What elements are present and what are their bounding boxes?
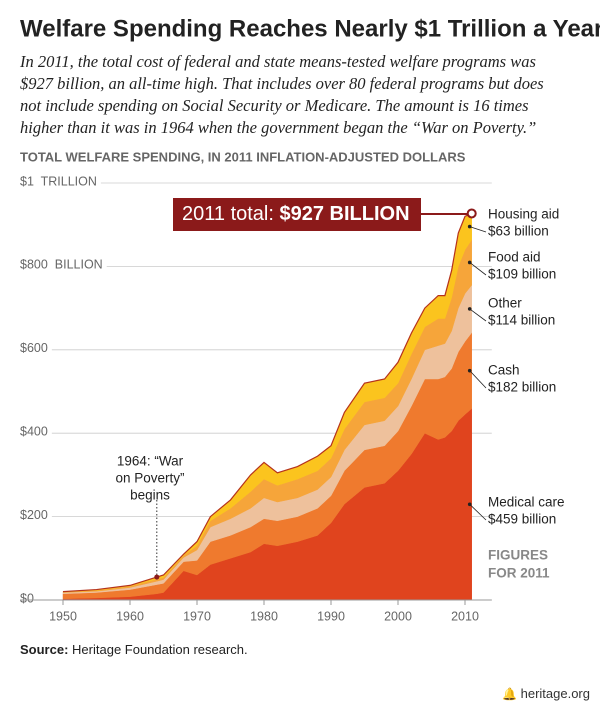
x-tick-label: 2010 xyxy=(451,609,479,623)
x-tick-label: 1970 xyxy=(183,609,211,623)
label-backdrop xyxy=(18,424,52,439)
x-tick-label: 1990 xyxy=(317,609,345,623)
total-value: $927 BILLION xyxy=(280,203,410,225)
endpoint xyxy=(466,208,477,219)
source-text: Heritage Foundation research. xyxy=(72,642,248,657)
total-label: 2011 total: xyxy=(182,203,274,225)
y-tick-label: $800 BILLION xyxy=(20,258,103,272)
label-backdrop xyxy=(18,591,38,606)
legend-value: $63 billion xyxy=(488,224,549,239)
x-tick-label: 1960 xyxy=(116,609,144,623)
source-label: Source: xyxy=(20,642,69,657)
legend-name: Medical care xyxy=(488,495,565,510)
legend-value: $459 billion xyxy=(488,512,556,527)
site: 🔔 heritage.org xyxy=(502,686,590,701)
total-annotation: 2011 total: $927 BILLION xyxy=(182,203,410,225)
legend-value: $109 billion xyxy=(488,267,556,282)
legend-name: Food aid xyxy=(488,250,541,265)
legend-name: Cash xyxy=(488,363,520,378)
label-backdrop xyxy=(18,507,52,522)
label-backdrop xyxy=(18,257,107,272)
axis-title: TOTAL WELFARE SPENDING, IN 2011 INFLATIO… xyxy=(20,149,466,164)
y-tick-label: $600 xyxy=(20,341,48,355)
legend-name: Housing aid xyxy=(488,207,559,222)
site-name: heritage.org xyxy=(520,686,590,701)
figures-note: FOR 2011 xyxy=(488,566,550,581)
label-leader xyxy=(469,504,487,521)
annotation: 1964: “War xyxy=(117,454,184,469)
x-tick-label: 2000 xyxy=(384,609,412,623)
subtitle: In 2011, the total cost of federal and s… xyxy=(19,52,536,71)
source: Source: Heritage Foundation research. xyxy=(20,642,248,657)
legend-value: $182 billion xyxy=(488,380,556,395)
x-tick-label: 1980 xyxy=(250,609,278,623)
subtitle: $927 billion, an all-time high. That inc… xyxy=(20,74,544,93)
label-leader xyxy=(469,226,487,233)
subtitle: higher than it was in 1964 when the gove… xyxy=(20,118,536,137)
figures-note: FIGURES xyxy=(488,548,548,563)
y-tick-label: $0 xyxy=(20,591,34,605)
chart-title: Welfare Spending Reaches Nearly $1 Trill… xyxy=(20,15,600,42)
chart: Welfare Spending Reaches Nearly $1 Trill… xyxy=(18,15,600,623)
y-tick-label: $400 xyxy=(20,424,48,438)
annotation-box xyxy=(173,198,421,231)
label-leader xyxy=(469,308,487,322)
annotation-dot xyxy=(154,574,160,580)
bell-icon: 🔔 xyxy=(502,687,517,701)
label-leader xyxy=(469,262,487,276)
total-outline xyxy=(62,212,472,593)
x-tick-label: 1950 xyxy=(49,609,77,623)
subtitle: not include spending on Social Security … xyxy=(20,96,529,115)
legend-value: $114 billion xyxy=(488,313,555,328)
label-leader xyxy=(469,370,487,389)
annotation: on Poverty” xyxy=(115,471,184,486)
y-tick-label: $200 xyxy=(20,508,48,522)
label-backdrop xyxy=(18,174,101,189)
y-tick-label: $1 TRILLION xyxy=(20,174,97,188)
legend-name: Other xyxy=(488,296,522,311)
label-backdrop xyxy=(18,341,52,356)
annotation: begins xyxy=(130,488,170,503)
